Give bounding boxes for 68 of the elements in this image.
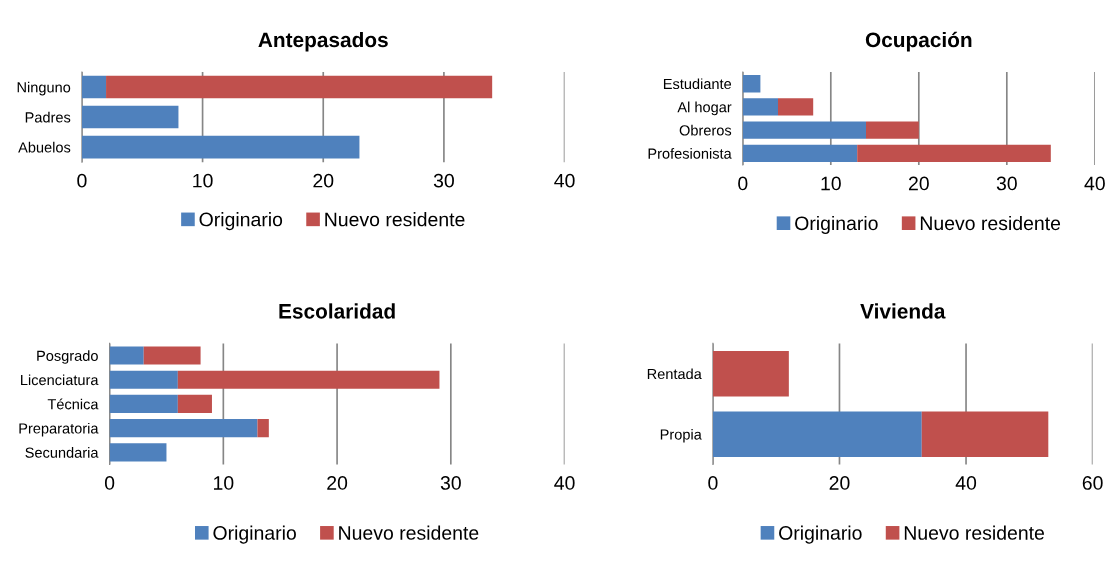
bar [742,98,778,116]
y-tick-label: Secundaria [25,447,99,458]
x-tick-label: 40 [955,476,977,490]
bar [257,419,269,438]
bar [742,121,867,139]
bar [778,98,814,116]
legend-label: Nuevo residente [904,525,1045,540]
legend-label: Originario [199,212,283,231]
y-tick-label: Posgrado [37,350,98,364]
y-tick-label: Licenciatura [21,374,99,386]
bar [109,346,144,365]
bar [742,144,858,163]
bar [921,411,1049,457]
bar [109,370,178,389]
x-tick-label: 10 [214,476,234,490]
bar [143,346,201,365]
x-tick-label: 30 [433,173,454,188]
bar [177,394,212,414]
y-tick-label: Rentada [647,368,702,380]
bar [81,75,107,99]
y-tick-label: Abuelos [18,141,71,153]
chart-title: Escolaridad [279,303,395,319]
x-tick-label: 60 [1082,476,1103,490]
y-tick-label: Técnica [47,398,99,410]
x-tick-label: 20 [313,173,334,188]
x-tick-label: 0 [77,173,87,188]
bar [109,394,178,414]
chart-title: Vivienda [860,303,946,319]
bar [109,419,258,438]
legend-label: Originario [779,525,862,544]
y-tick-label: Obreros [679,124,732,136]
bar [866,121,919,139]
x-tick-label: 30 [440,476,461,490]
legend-label: Nuevo residente [325,212,465,227]
x-tick-label: 40 [1084,176,1105,191]
y-tick-label: Al hogar [677,101,732,116]
x-tick-label: 30 [996,176,1017,191]
y-tick-label: Padres [25,111,71,123]
y-tick-label: Estudiante [663,78,732,90]
y-tick-label: Ninguno [17,81,71,96]
y-tick-label: Profesionista [648,148,732,159]
x-tick-label: 40 [554,173,575,188]
x-tick-label: 40 [554,476,575,490]
bar [712,351,789,397]
bar [81,135,360,159]
x-tick-label: 10 [193,173,213,188]
legend-label: Originario [795,215,878,235]
y-tick-label: Propia [660,428,702,443]
bar [106,75,493,99]
bar [109,443,167,462]
x-tick-label: 0 [104,476,115,490]
x-tick-label: 20 [829,476,850,490]
bar [712,411,922,457]
bar [177,370,440,389]
bar [742,74,761,93]
chart-title: Ocupación [865,31,972,52]
chart-title: Antepasados [258,31,388,52]
bar [857,144,1051,163]
bar [81,105,179,129]
y-tick-label: Preparatoria [19,422,99,437]
legend-label: Nuevo residente [339,525,479,540]
legend-label: Nuevo residente [920,215,1061,231]
x-tick-label: 0 [738,176,748,191]
x-tick-label: 20 [908,176,929,191]
x-tick-label: 20 [327,476,348,490]
x-tick-label: 0 [708,476,718,490]
x-tick-label: 10 [821,176,841,191]
legend-label: Originario [213,525,296,544]
